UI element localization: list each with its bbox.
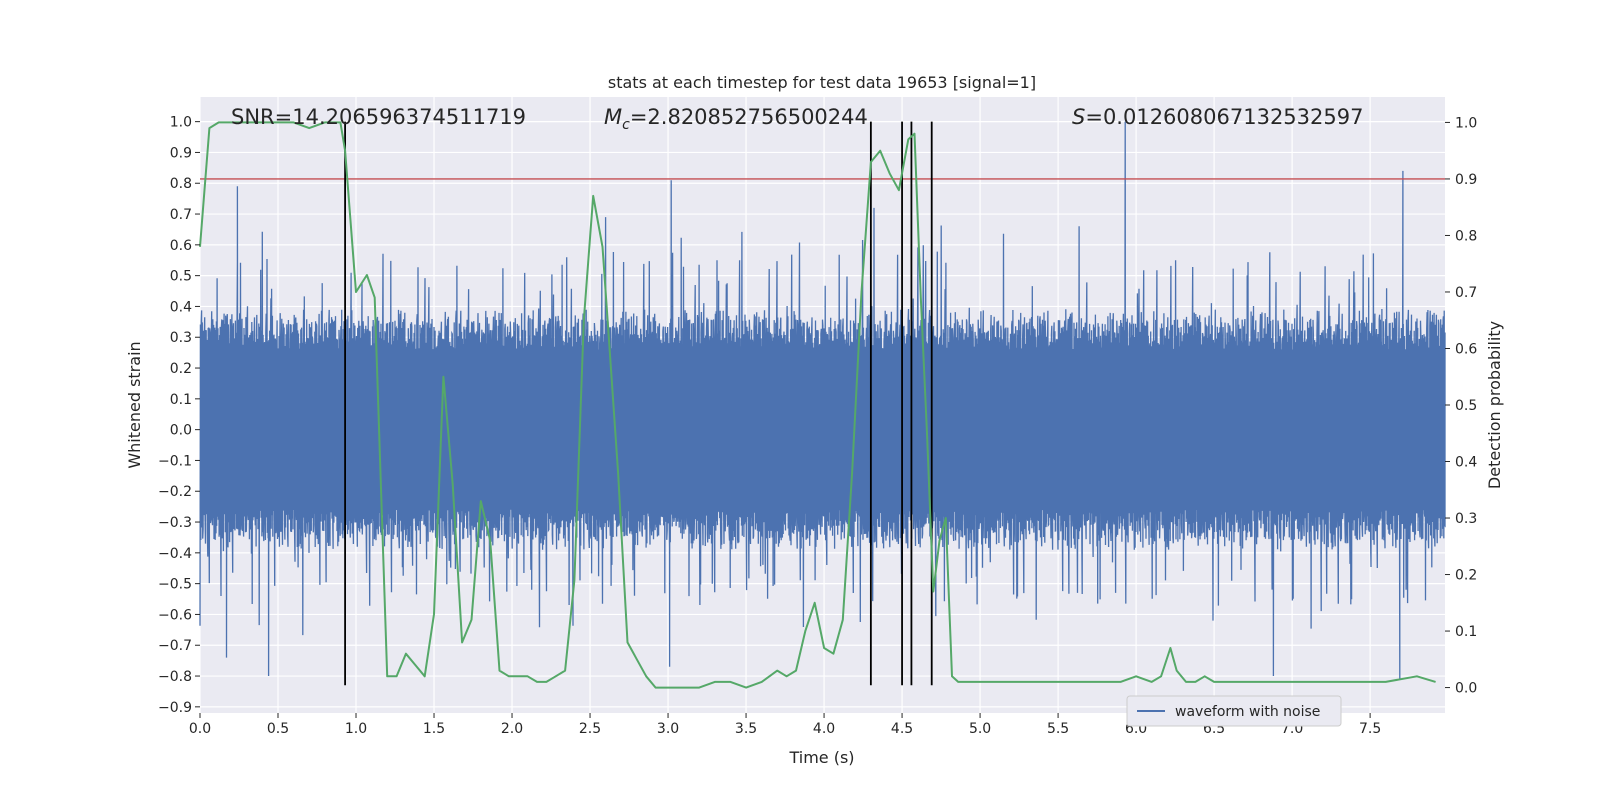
y-tick-label-12: −0.2 <box>158 484 192 500</box>
waveform-series-line <box>199 121 1446 680</box>
chart-title: stats at each timestep for test data 196… <box>608 73 1036 92</box>
y-tick-label-14: −0.4 <box>158 546 192 562</box>
y2-tick-label-1: 0.9 <box>1455 172 1477 188</box>
x-tick-label-0: 0.0 <box>189 721 211 737</box>
y2-tick-label-2: 0.8 <box>1455 228 1477 244</box>
y-tick-label-10: 0.0 <box>170 423 192 439</box>
y-tick-label-19: −0.9 <box>158 700 192 716</box>
vertical-lines <box>344 121 933 686</box>
y2-axis-label: Detection probability <box>1485 321 1504 489</box>
y-tick-label-11: −0.1 <box>158 453 192 469</box>
mc-subscript: c <box>622 117 630 133</box>
legend-waveform-label: waveform with noise <box>1175 704 1320 720</box>
x-tick-label-15: 7.5 <box>1359 721 1381 737</box>
y-tick-label-17: −0.7 <box>158 638 192 654</box>
y-axis-ticks: 1.0 0.9 0.8 0.7 0.6 0.5 0.4 0.3 0.2 0.1 0.0 −0.1 −0.… <box>158 115 200 716</box>
y-tick-label-9: 0.1 <box>170 392 192 408</box>
mc-annotation: Mc=2.820852756500244 <box>604 105 868 133</box>
mc-value: =2.820852756500244 <box>630 105 868 129</box>
mc-symbol: M <box>604 105 622 129</box>
x-tick-label-3: 1.5 <box>423 721 445 737</box>
y-tick-label-8: 0.2 <box>170 361 192 377</box>
s-value: =0.012608067132532597 <box>1085 105 1363 129</box>
y-tick-label-2: 0.8 <box>170 176 192 192</box>
y-tick-label-6: 0.4 <box>170 299 192 315</box>
x-tick-label-1: 0.5 <box>267 721 289 737</box>
y-tick-label-7: 0.3 <box>170 330 192 346</box>
y-tick-label-16: −0.6 <box>158 607 192 623</box>
waveform-layer <box>199 121 1446 680</box>
x-tick-label-6: 3.0 <box>657 721 679 737</box>
s-annotation: S=0.012608067132532597 <box>1072 105 1363 129</box>
y-tick-label-0: 1.0 <box>170 115 192 131</box>
y2-tick-label-3: 0.7 <box>1455 285 1477 301</box>
s-symbol: S <box>1072 105 1085 129</box>
probability-series-line <box>199 121 1436 689</box>
x-tick-label-7: 3.5 <box>735 721 757 737</box>
y2-tick-label-6: 0.4 <box>1455 455 1477 471</box>
y-tick-label-1: 0.9 <box>170 145 192 161</box>
y-tick-label-13: −0.3 <box>158 515 192 531</box>
y2-axis-ticks: 1.0 0.9 0.8 0.7 0.6 0.5 0.4 0.3 0.2 0.1 0.0 <box>1445 115 1477 697</box>
y-axis-label: Whitened strain <box>125 341 144 468</box>
x-tick-label-4: 2.0 <box>501 721 523 737</box>
legend-box <box>1126 695 1342 727</box>
x-axis-label: Time (s) <box>788 748 854 767</box>
y-tick-label-5: 0.5 <box>170 269 192 285</box>
y2-tick-label-4: 0.6 <box>1455 341 1477 357</box>
x-tick-label-2: 1.0 <box>345 721 367 737</box>
y-tick-label-15: −0.5 <box>158 577 192 593</box>
x-tick-label-5: 2.5 <box>579 721 601 737</box>
y2-tick-label-10: 0.0 <box>1455 681 1477 697</box>
y2-tick-label-0: 1.0 <box>1455 115 1477 131</box>
y-tick-label-3: 0.7 <box>170 207 192 223</box>
x-tick-label-8: 4.0 <box>813 721 835 737</box>
y2-tick-label-9: 0.1 <box>1455 624 1477 640</box>
y2-tick-label-5: 0.5 <box>1455 398 1477 414</box>
y2-tick-label-8: 0.2 <box>1455 568 1477 584</box>
legend: waveform with noise <box>1126 695 1342 727</box>
snr-annotation: SNR=14.206596374511719 <box>231 105 526 129</box>
x-tick-label-9: 4.5 <box>891 721 913 737</box>
y-tick-label-4: 0.6 <box>170 238 192 254</box>
x-tick-label-11: 5.5 <box>1047 721 1069 737</box>
x-tick-label-10: 5.0 <box>969 721 991 737</box>
y-tick-label-18: −0.8 <box>158 669 192 685</box>
y2-tick-label-7: 0.3 <box>1455 511 1477 527</box>
